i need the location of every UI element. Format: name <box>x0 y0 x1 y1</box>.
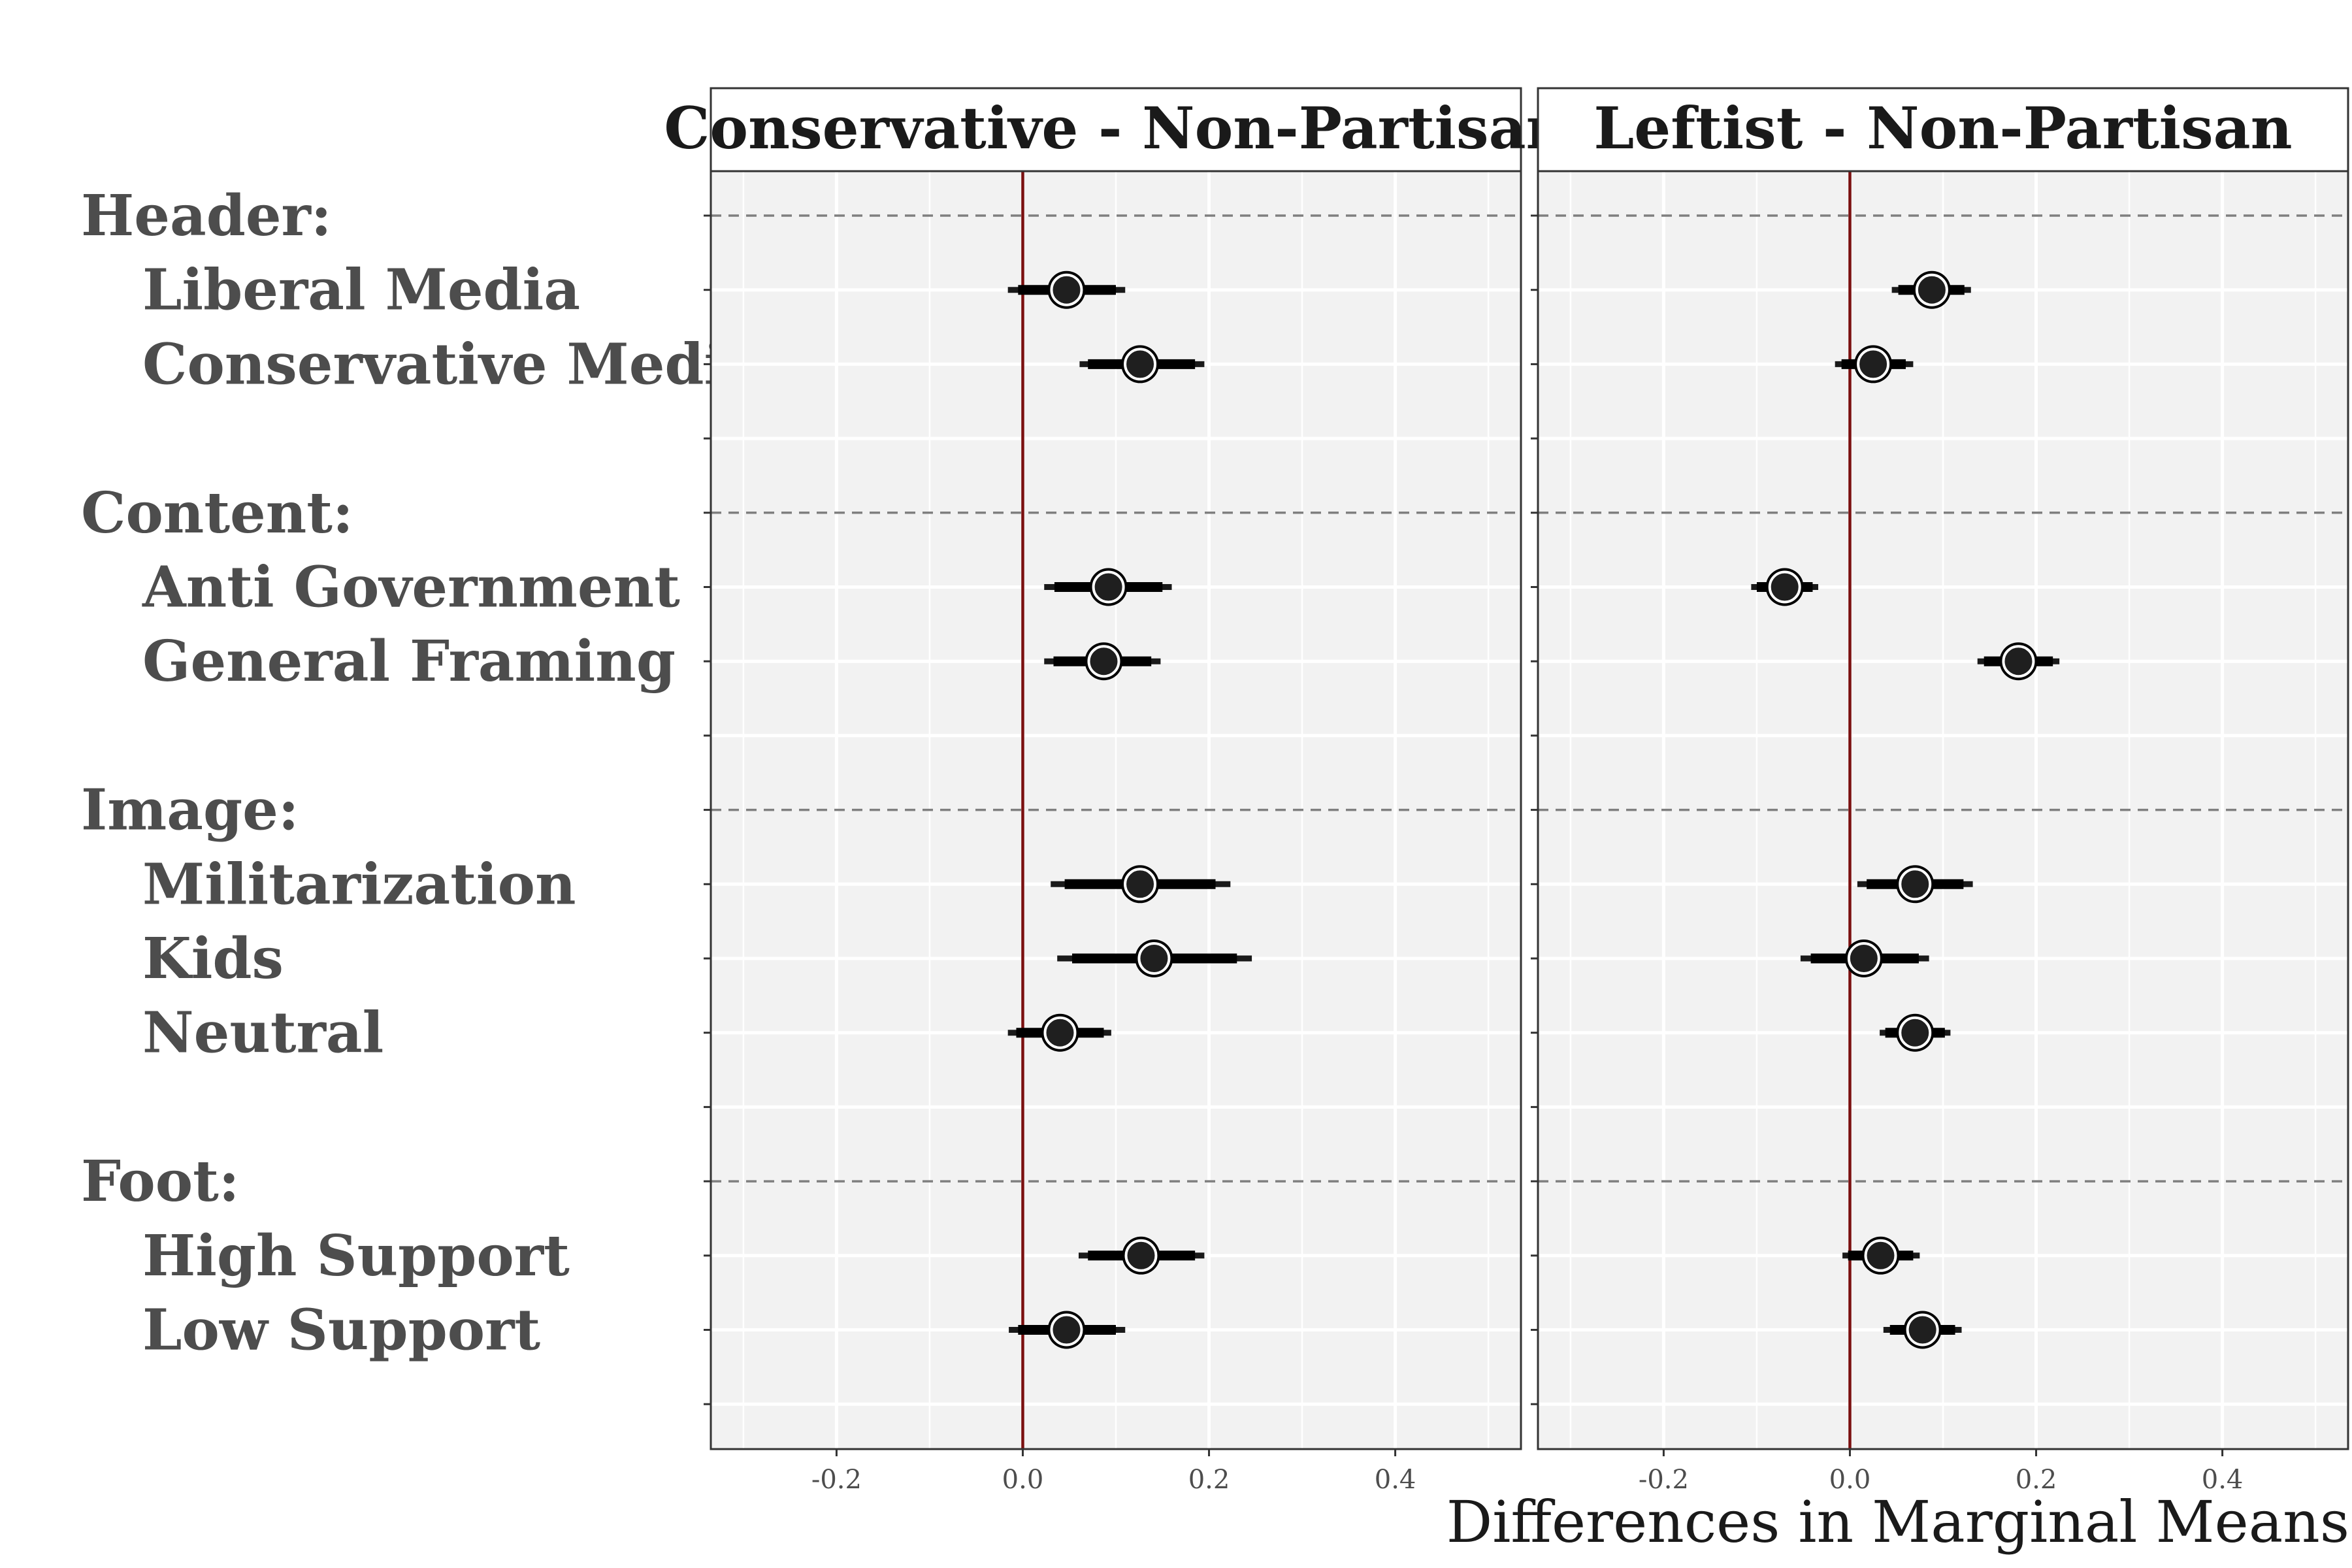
facet-panel: Leftist - Non-Partisan -0.2 0.0 0.2 0.4 <box>1531 87 2349 1495</box>
attribute-level-label: Anti Government <box>142 555 680 621</box>
attribute-group-label: Image: <box>81 777 299 843</box>
panel-strip <box>1537 87 2349 172</box>
attribute-level-label: Conservative Media <box>142 331 762 397</box>
panel-title: Leftist - Non-Partisan <box>1593 94 2292 162</box>
point-estimate-ring <box>1137 942 1171 975</box>
point-estimate-ring <box>1915 273 1948 306</box>
attribute-group-label: Foot: <box>81 1149 240 1215</box>
facet-panel: Conservative - Non-Partisan -0.2 0.0 0.2 0.4 <box>664 87 1568 1495</box>
point-estimate-ring <box>1050 273 1083 306</box>
point-estimate-ring <box>1847 942 1880 975</box>
attribute-level-label: Neutral <box>142 1000 384 1066</box>
x-tick-label: 0.4 <box>2202 1465 2244 1495</box>
point-estimate-ring <box>1899 1016 1932 1049</box>
panel-strip <box>710 87 1522 172</box>
x-tick-label: 0.2 <box>2016 1465 2057 1495</box>
point-estimate-ring <box>1087 645 1120 678</box>
attribute-level-label: Liberal Media <box>142 257 580 323</box>
x-axis-label: Differences in Marginal Means <box>1446 1488 2349 1556</box>
attribute-level-label: Militarization <box>142 851 576 917</box>
point-estimate-ring <box>1124 1239 1158 1272</box>
point-estimate-ring <box>1050 1313 1083 1347</box>
x-tick-label: 0.4 <box>1375 1465 1416 1495</box>
attribute-group-label: Header: <box>81 183 332 249</box>
attribute-level-label: General Framing <box>142 629 676 694</box>
point-estimate-ring <box>1864 1239 1897 1272</box>
x-tick-label: -0.2 <box>1639 1465 1689 1495</box>
point-estimate-ring <box>1092 570 1125 604</box>
point-estimate-ring <box>1124 348 1157 381</box>
attribute-level-label: Kids <box>142 926 284 992</box>
point-estimate-ring <box>1857 348 1890 381</box>
point-estimate-ring <box>1906 1313 1939 1347</box>
point-estimate-ring <box>1768 570 1801 604</box>
point-estimate-ring <box>1124 868 1157 901</box>
x-tick-label: 0.2 <box>1188 1465 1230 1495</box>
x-tick-label: 0.0 <box>1002 1465 1044 1495</box>
attribute-group-label: Content: <box>81 480 353 546</box>
x-tick-label: -0.2 <box>811 1465 862 1495</box>
panel-title: Conservative - Non-Partisan <box>664 94 1567 162</box>
point-estimate-ring <box>1899 868 1932 901</box>
attribute-level-label: Low Support <box>142 1298 540 1364</box>
x-tick-label: 0.0 <box>1829 1465 1871 1495</box>
point-estimate-ring <box>2002 645 2035 678</box>
row-labels: Header: Liberal Media Conservative Media Co… <box>81 183 762 1364</box>
facet-panels: Conservative - Non-Partisan -0.2 0.0 0.2 0.4… <box>664 87 2349 1495</box>
attribute-level-label: High Support <box>142 1223 570 1289</box>
point-estimate-ring <box>1043 1016 1077 1049</box>
